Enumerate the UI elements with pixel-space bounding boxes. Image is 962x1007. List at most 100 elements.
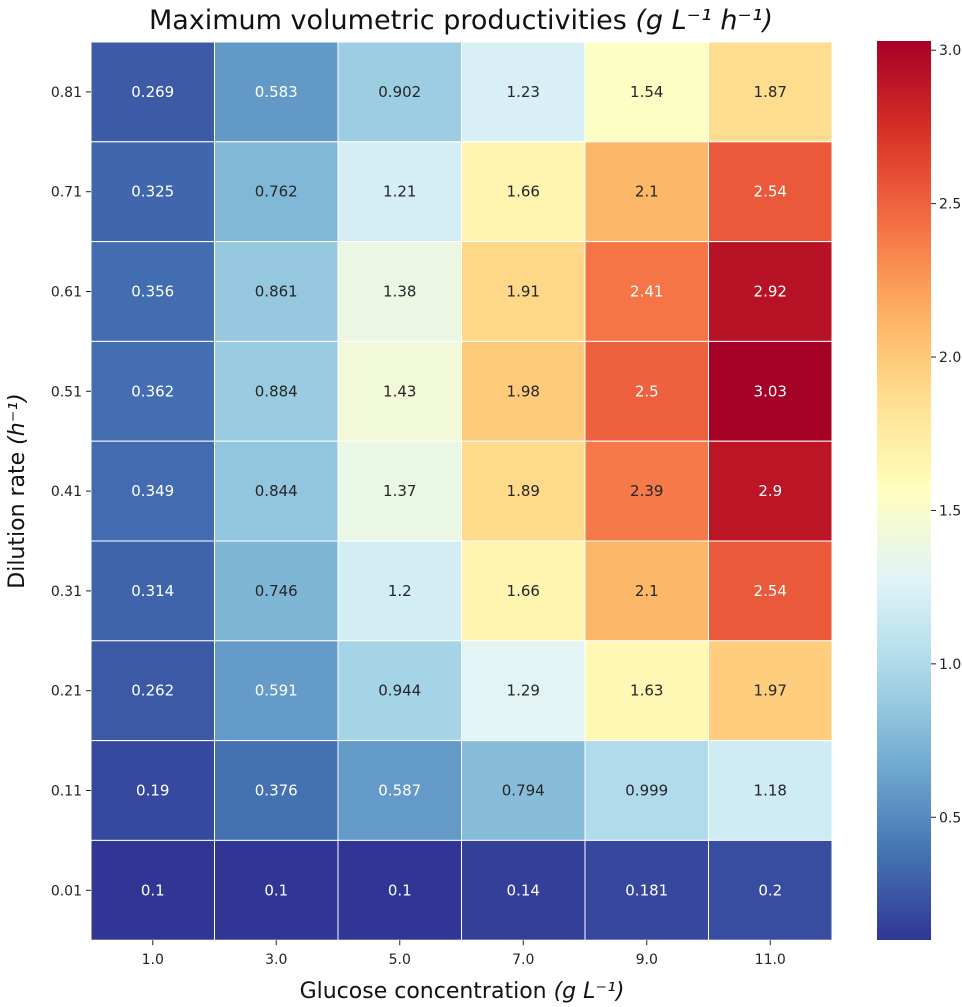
cell-value-label: 0.746 [255,582,298,600]
cell-value-label: 0.314 [131,582,174,600]
heatmap-cell [708,141,833,243]
x-tick-label: 5.0 [389,952,411,968]
cell-value-label: 0.269 [131,83,174,101]
cell-value-label: 0.999 [625,782,668,800]
heatmap-cell [90,41,215,143]
cell-value-label: 0.1 [388,881,412,899]
cell-value-label: 1.21 [383,183,416,201]
heatmap-cell [708,540,833,642]
cell-value-label: 2.54 [754,582,787,600]
cell-value-label: 0.181 [625,881,668,899]
heatmap-cell [214,340,339,442]
y-tick-label: 0.01 [51,883,82,899]
cell-value-label: 0.844 [255,482,298,500]
heatmap-cell [461,141,586,243]
heatmap-cell [461,340,586,442]
x-tick-label: 7.0 [512,952,534,968]
cell-value-label: 0.884 [255,382,298,400]
heatmap-cell [337,440,462,542]
colorbar-tick-label: 0.5 [939,810,961,826]
cell-value-label: 1.97 [754,682,787,700]
heatmap-cell [584,241,709,342]
colorbar-tick-label: 1.0 [939,657,961,673]
y-tick-label: 0.51 [51,384,82,400]
cell-value-label: 0.762 [255,183,298,201]
cell-value-label: 2.1 [635,582,659,600]
heatmap-cell [708,740,833,841]
heatmap-cell [584,540,709,642]
heatmap-cell [337,241,462,342]
cell-value-label: 1.98 [507,382,540,400]
cell-value-label: 0.587 [378,782,421,800]
colorbar-tick-label: 1.5 [939,503,961,519]
heatmap-cell [708,640,833,742]
colorbar-gradient [877,41,931,940]
colorbar-tick-label: 2.5 [939,197,961,213]
y-tick-label: 0.41 [51,484,82,500]
chart-title: Maximum volumetric productivities (g L⁻¹… [149,5,773,36]
cell-value-label: 1.87 [754,83,787,101]
cell-value-label: 1.38 [383,283,416,301]
cell-value-label: 0.349 [131,482,174,500]
cell-value-label: 1.66 [507,183,540,201]
cell-value-label: 0.861 [255,283,298,301]
heatmap-cell [214,41,339,143]
colorbar: 0.5 1.0 1.5 2.0 2.5 3.0 [877,41,961,940]
x-tick-label: 9.0 [636,952,658,968]
heatmap-cells: 0.269 0.583 0.902 1.23 1.54 1.87 0.325 0.762 1.2… [90,41,833,941]
cell-value-label: 0.262 [131,682,174,700]
heatmap-cell [90,241,215,342]
y-tick-label: 0.71 [51,185,82,201]
heatmap-cell [337,640,462,742]
cell-value-label: 3.03 [754,382,787,400]
heatmap-cell [584,839,709,941]
cell-value-label: 0.583 [255,83,298,101]
cell-value-label: 2.39 [630,482,663,500]
cell-value-label: 2.1 [635,183,659,201]
x-axis-label: Glucose concentration (g L⁻¹) [300,979,625,1004]
heatmap-cell [708,440,833,542]
cell-value-label: 1.23 [507,83,540,101]
cell-value-label: 2.92 [754,283,787,301]
x-axis-ticks: 1.0 3.0 5.0 7.0 9.0 11.0 [142,940,786,968]
cell-value-label: 1.43 [383,382,416,400]
cell-value-label: 0.591 [255,682,298,700]
y-tick-label: 0.31 [51,584,82,600]
y-tick-label: 0.61 [51,285,82,301]
heatmap-cell [461,740,586,841]
cell-value-label: 1.18 [754,782,787,800]
cell-value-label: 2.41 [630,283,663,301]
cell-value-label: 0.1 [264,881,288,899]
x-tick-label: 11.0 [755,952,786,968]
heatmap-cell [337,41,462,143]
y-axis-ticks: 0.81 0.71 0.61 0.51 0.41 0.31 0.21 0.11 0.01 [51,85,91,899]
heatmap-cell [90,839,215,941]
heatmap-cell [584,440,709,542]
heatmap-cell [584,41,709,143]
cell-value-label: 2.9 [758,482,782,500]
heatmap-cell [708,839,833,941]
cell-value-label: 0.14 [507,881,540,899]
cell-value-label: 1.91 [507,283,540,301]
colorbar-tick-label: 2.0 [939,350,961,366]
cell-value-label: 1.54 [630,83,663,101]
heatmap-cell [461,640,586,742]
heatmap-cell [90,740,215,841]
cell-value-label: 1.29 [507,682,540,700]
colorbar-tick-label: 3.0 [939,43,961,59]
y-tick-label: 0.11 [51,784,82,800]
cell-value-label: 0.794 [502,782,545,800]
cell-value-label: 1.37 [383,482,416,500]
cell-value-label: 2.54 [754,183,787,201]
heatmap-cell [584,340,709,442]
heatmap-cell [708,340,833,442]
heatmap-cell [708,41,833,143]
heatmap-cell [90,540,215,642]
cell-value-label: 0.2 [758,881,782,899]
cell-value-label: 0.325 [131,183,174,201]
cell-value-label: 0.902 [378,83,421,101]
y-axis-label: Dilution rate (h⁻¹) [5,393,30,588]
cell-value-label: 0.944 [378,682,421,700]
cell-value-label: 0.1 [141,881,165,899]
